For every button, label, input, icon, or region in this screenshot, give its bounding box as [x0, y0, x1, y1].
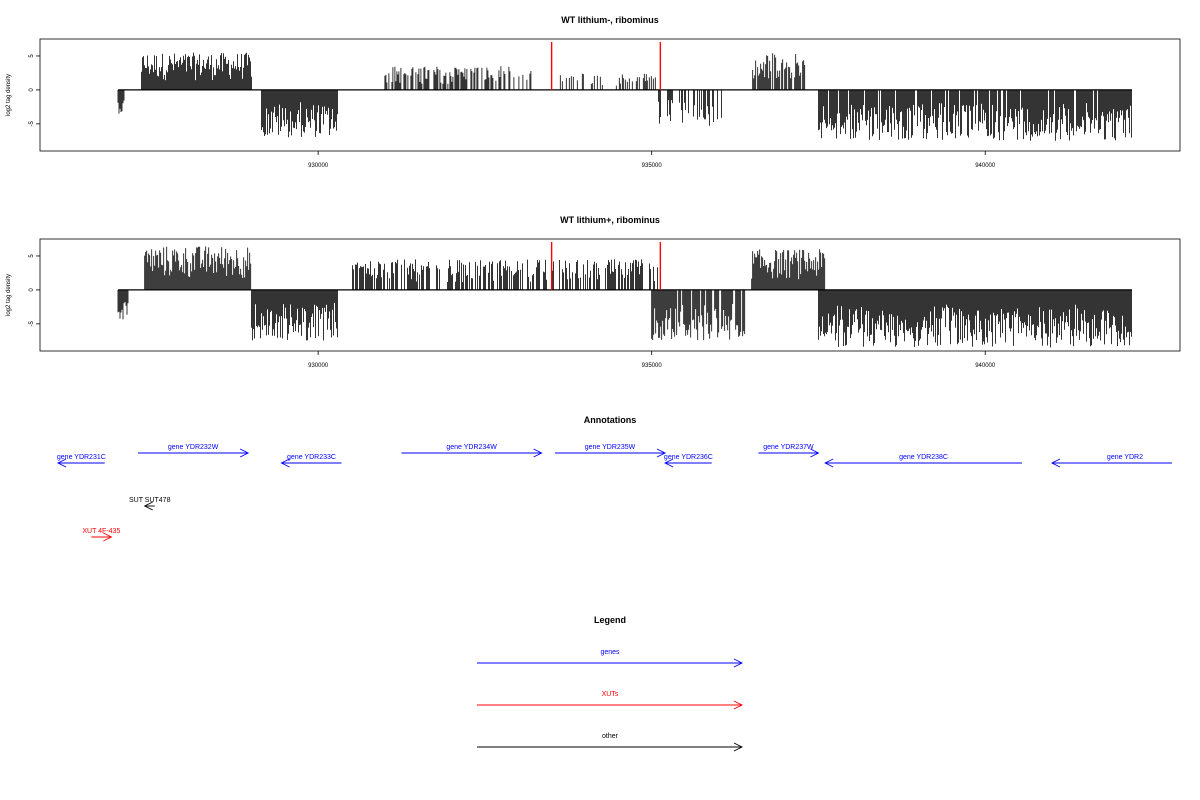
legend-arrow	[733, 742, 744, 752]
x-tick-label: 935000	[642, 363, 663, 369]
feature-label: gene YDR231C	[57, 454, 106, 461]
x-tick-label: 930000	[308, 163, 329, 169]
legend-item: other	[477, 733, 744, 752]
strand-arrow	[143, 501, 153, 511]
x-tick-label: 940000	[975, 163, 996, 169]
y-tick-label: 5	[29, 254, 35, 258]
legend-arrow	[733, 658, 744, 668]
x-tick-label: 940000	[975, 363, 996, 369]
strand-arrow	[533, 448, 543, 458]
y-tick-label: -5	[29, 121, 35, 127]
annotation-features: gene YDR231C gene YDR232W gene YDR233C gene…	[56, 444, 1172, 542]
annotation-feature: SUT SUT478	[129, 497, 171, 511]
annotations-title: Annotations	[584, 415, 637, 425]
panel-title: WT lithium-, ribominus	[561, 15, 659, 25]
annotation-feature: gene YDR232W	[138, 444, 250, 458]
annotation-feature: gene YDR236C	[664, 454, 713, 468]
annotation-feature: gene YDR231C	[56, 454, 106, 468]
y-axis-label: log2 tag density	[6, 74, 12, 116]
y-tick-label: 0	[29, 288, 35, 292]
strand-arrow	[280, 458, 290, 468]
feature-label: gene YDR236C	[664, 454, 713, 461]
annotation-feature: gene YDR233C	[280, 454, 342, 468]
y-tick-label: 0	[29, 88, 35, 92]
legend-label: XUTs	[602, 691, 619, 698]
track-panel-lithium-minus: WT lithium-, ribominus log2 tag density …	[6, 15, 1181, 169]
feature-label: gene YDR235W	[585, 444, 636, 451]
feature-label: gene YDR232W	[168, 444, 219, 451]
feature-label: gene YDR238C	[899, 454, 948, 461]
strand-arrow	[239, 448, 250, 458]
annotation-feature: gene YDR237W	[758, 444, 820, 458]
plot-frame	[39, 38, 1181, 152]
plot-frame	[39, 238, 1181, 352]
strand-arrow	[56, 458, 67, 468]
feature-label: gene YDR237W	[763, 444, 814, 451]
legend-label: other	[602, 733, 619, 740]
legend-label: genes	[600, 649, 620, 656]
coverage-bars	[117, 246, 1132, 348]
feature-label: XUT 4F-435	[82, 528, 120, 535]
axes: 5 0 -5 930000 935000 940000	[29, 242, 1132, 369]
legend-items: genes XUTs other	[477, 649, 744, 752]
annotation-feature: gene YDR235W	[554, 444, 667, 458]
x-tick-label: 935000	[642, 163, 663, 169]
strand-arrow	[810, 448, 820, 458]
annotation-feature: gene YDR234W	[401, 444, 543, 458]
feature-label: SUT SUT478	[129, 497, 171, 504]
legend-arrow	[733, 700, 744, 710]
legend-item: genes	[477, 649, 744, 668]
y-tick-label: 5	[29, 54, 35, 58]
feature-label: gene YDR233C	[287, 454, 336, 461]
y-tick-label: -5	[29, 321, 35, 327]
legend-item: XUTs	[477, 691, 744, 710]
strand-arrow	[103, 532, 113, 542]
axes: 5 0 -5 930000 935000 940000	[29, 42, 1132, 169]
strand-arrow	[1050, 458, 1061, 468]
annotation-feature: gene YDR2	[1050, 454, 1172, 468]
strand-arrow	[664, 458, 674, 468]
track-panel-lithium-plus: WT lithium+, ribominus log2 tag density …	[6, 215, 1181, 369]
legend-title: Legend	[594, 615, 626, 625]
panel-title: WT lithium+, ribominus	[560, 215, 660, 225]
annotation-feature: XUT 4F-435	[82, 528, 120, 542]
annotation-feature: gene YDR238C	[824, 454, 1022, 468]
strand-arrow	[656, 448, 667, 458]
y-axis-label: log2 tag density	[6, 274, 12, 316]
x-tick-label: 930000	[308, 363, 329, 369]
strand-arrow	[824, 458, 834, 468]
feature-label: gene YDR2	[1107, 454, 1143, 461]
legend: Legend genes XUTs other	[477, 615, 744, 752]
feature-label: gene YDR234W	[446, 444, 497, 451]
coverage-bars	[117, 52, 1132, 141]
